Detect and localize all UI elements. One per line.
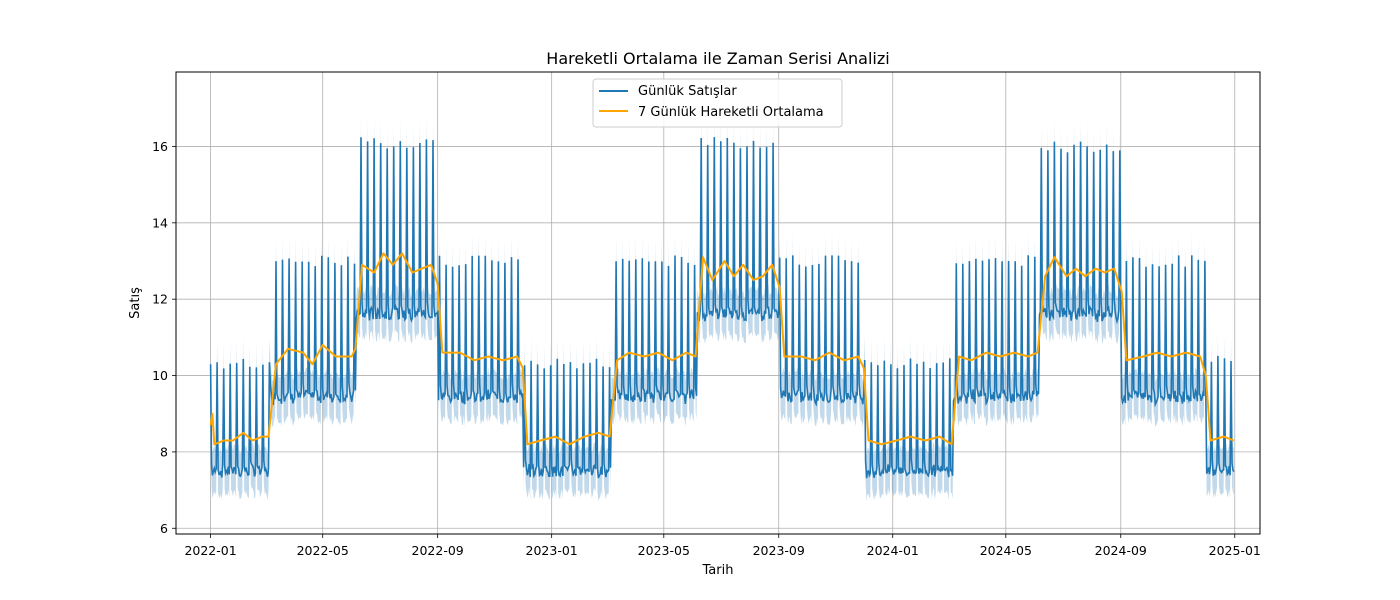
x-tick-label: 2023-05 xyxy=(638,543,690,558)
x-axis: 2022-01 2022-05 2022-09 2023-01 2023-05 2023-… xyxy=(184,534,1261,558)
legend-label-daily: Günlük Satışlar xyxy=(638,84,737,99)
y-tick-label: 8 xyxy=(160,444,168,459)
x-tick-label: 2022-09 xyxy=(412,543,464,558)
x-tick-label: 2024-05 xyxy=(980,543,1032,558)
x-tick-label: 2023-01 xyxy=(526,543,578,558)
y-tick-label: 14 xyxy=(152,215,168,230)
x-tick-label: 2023-09 xyxy=(753,543,805,558)
x-tick-label: 2024-09 xyxy=(1095,543,1147,558)
legend: Günlük Satışlar 7 Günlük Hareketli Ortal… xyxy=(592,78,843,128)
legend-label-moving-average: 7 Günlük Hareketli Ortalama xyxy=(638,105,824,120)
chart-title: Hareketli Ortalama ile Zaman Serisi Anal… xyxy=(546,49,889,68)
x-tick-label: 2022-01 xyxy=(184,543,236,558)
grid xyxy=(176,72,1260,534)
y-tick-label: 12 xyxy=(152,292,168,307)
x-tick-label: 2022-05 xyxy=(297,543,349,558)
x-axis-title: Tarih xyxy=(702,563,734,578)
y-tick-label: 10 xyxy=(152,368,168,383)
y-tick-label: 16 xyxy=(152,139,168,154)
moving-average-line xyxy=(209,252,1235,446)
x-tick-label: 2025-01 xyxy=(1209,543,1261,558)
y-axis-title: Satış xyxy=(128,287,143,319)
plot-frame xyxy=(175,71,1261,535)
y-axis: 6 8 10 12 14 16 xyxy=(152,139,176,536)
series-layer xyxy=(209,137,1235,479)
x-tick-label: 2024-01 xyxy=(867,543,919,558)
daily-sales-line xyxy=(209,137,1235,479)
y-tick-label: 6 xyxy=(160,521,168,536)
legend-box xyxy=(592,78,843,128)
